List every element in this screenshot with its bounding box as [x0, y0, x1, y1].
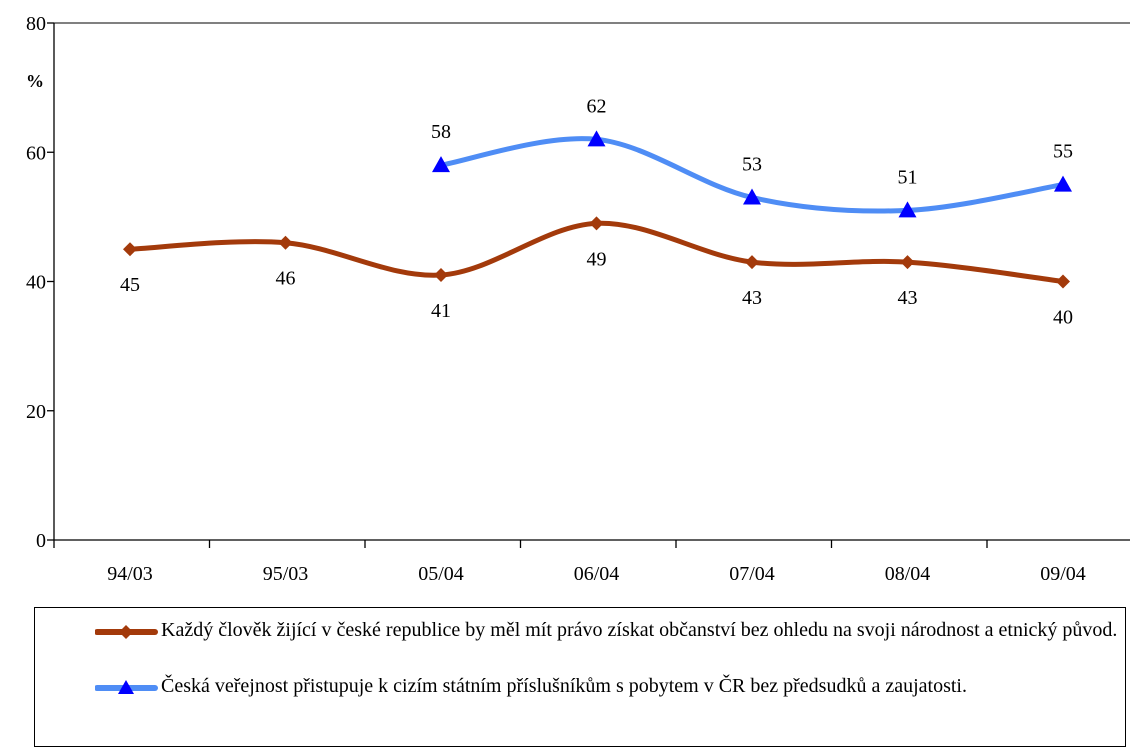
data-point-triangle	[743, 188, 761, 205]
data-label: 43	[898, 287, 918, 309]
legend-label-series-1: Každý člověk žijící v české republice by…	[161, 619, 1118, 641]
data-label: 41	[431, 300, 451, 322]
data-point-triangle	[898, 201, 917, 218]
data-label: 40	[1053, 307, 1073, 329]
axes: 0 20 40 60 80 94/03 95/03 05/04 06/04 07/04 08/04 0…	[26, 13, 1130, 585]
data-label: 62	[587, 95, 607, 117]
data-label: 58	[431, 121, 451, 143]
series-layer	[123, 130, 1072, 289]
data-point-diamond	[900, 255, 915, 270]
legend: Každý člověk žijící v české republice by…	[34, 607, 1126, 747]
data-point-diamond	[278, 235, 293, 250]
legend-item-series-1: Každý člověk žijící v české republice by…	[95, 618, 1130, 642]
y-tick-label: 0	[36, 530, 46, 552]
legend-item-series-2: Česká veřejnost přistupuje k cizím státn…	[95, 674, 1130, 698]
y-axis-unit-label: %	[26, 71, 44, 91]
data-label: 55	[1053, 141, 1073, 163]
x-tick-label: 08/04	[885, 563, 931, 585]
y-tick-label: 20	[26, 401, 46, 423]
data-point-triangle	[587, 130, 606, 147]
data-point-diamond	[434, 268, 448, 283]
data-point-triangle	[1054, 175, 1072, 192]
y-tick-label: 80	[26, 13, 46, 35]
x-tick-label: 95/03	[263, 563, 309, 585]
legend-swatch-diamond-icon	[95, 625, 158, 639]
data-labels: 45 46 41 49 43 43 40 58 62 53 51 55	[120, 95, 1073, 328]
data-point-diamond	[123, 242, 137, 257]
data-label: 43	[742, 287, 762, 309]
data-label: 51	[898, 166, 918, 188]
legend-label-series-2: Česká veřejnost přistupuje k cizím státn…	[161, 675, 967, 697]
x-tick-label: 94/03	[107, 563, 153, 585]
x-tick-label: 06/04	[574, 563, 620, 585]
data-label: 45	[120, 274, 140, 296]
data-point-triangle	[432, 156, 450, 173]
data-label: 49	[587, 248, 607, 270]
data-label: 46	[276, 268, 296, 290]
line-chart: 0 20 40 60 80 94/03 95/03 05/04 06/04 07/04 08/04 0…	[26, 13, 1130, 585]
y-tick-label: 60	[26, 142, 46, 164]
legend-swatch-triangle-icon	[95, 680, 158, 694]
x-tick-label: 05/04	[418, 563, 464, 585]
x-tick-label: 07/04	[729, 563, 775, 585]
data-label: 53	[742, 153, 762, 175]
data-point-diamond	[745, 255, 759, 270]
x-tick-label: 09/04	[1040, 563, 1086, 585]
data-point-diamond	[1056, 274, 1070, 289]
data-point-diamond	[589, 216, 604, 231]
y-tick-label: 40	[26, 272, 46, 294]
